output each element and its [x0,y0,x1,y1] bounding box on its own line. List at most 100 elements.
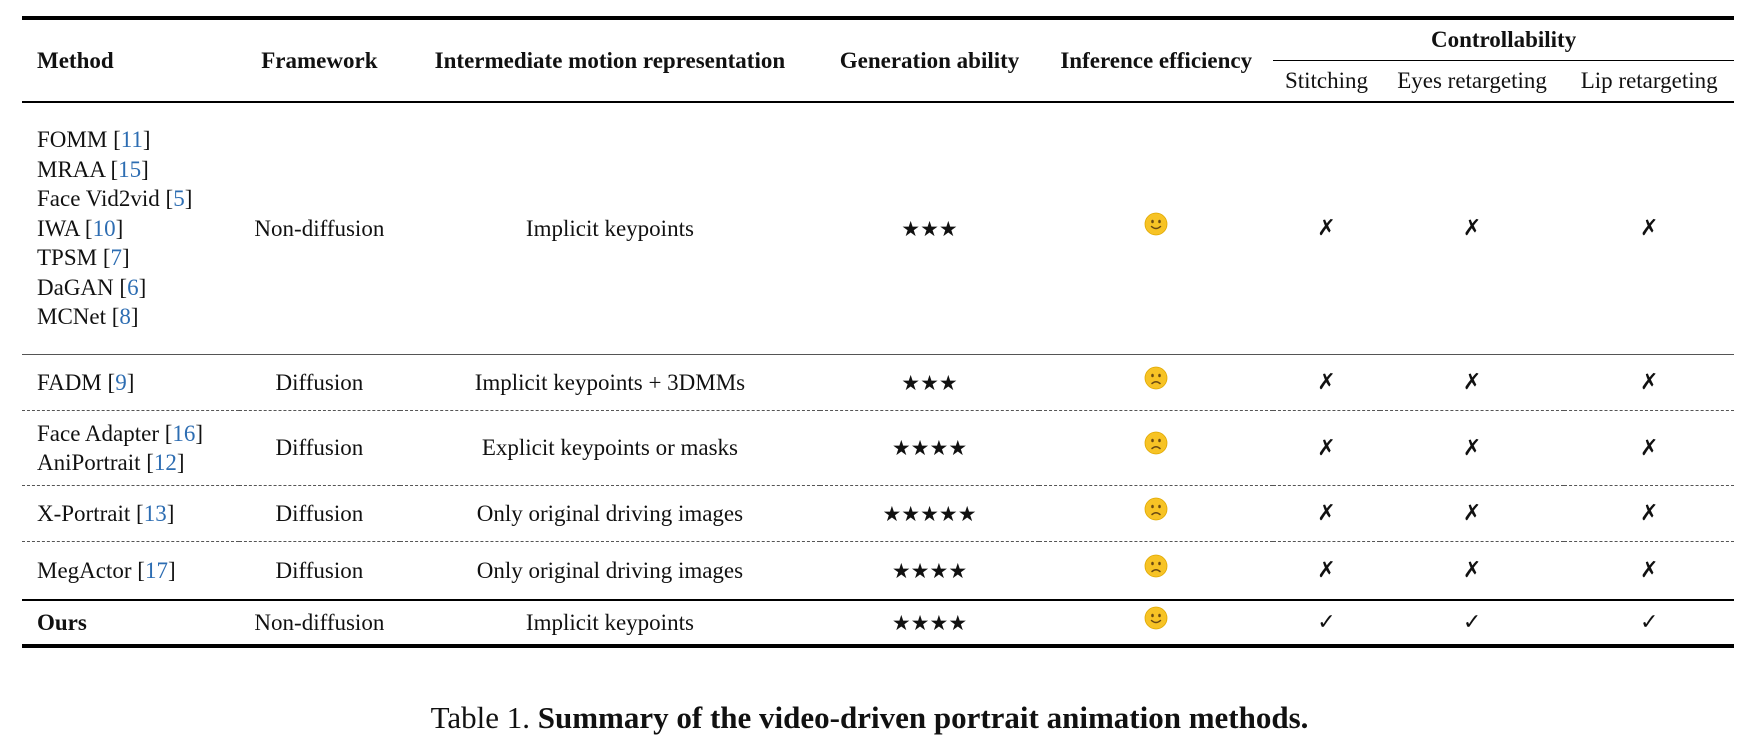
efficiency-cell [1039,102,1273,355]
motion-cell: Implicit keypoints [525,215,694,241]
efficiency-cell [1039,411,1273,486]
motion-cell: Implicit keypoints [525,609,694,635]
method-label: TPSM [37,245,98,271]
method-label: MRAA [37,156,105,182]
slightly-smiling-face-icon [1144,606,1168,630]
framework-cell: Diffusion [275,369,364,395]
method-label: DaGAN [37,274,114,300]
method-name: TPSM [7] [37,245,130,271]
summary-table: Method Framework Intermediate motion rep… [22,16,1734,648]
method-label: Face Vid2vid [37,186,160,212]
method-cell: Ours [22,600,239,646]
citation-link[interactable]: 10 [92,215,116,241]
method-label: Ours [37,609,87,635]
header-inference: Inference efficiency [1060,47,1253,73]
stitching-mark: ✗ [1317,435,1336,461]
lip-mark: ✗ [1639,501,1659,526]
method-name: AniPortrait [12] [37,450,185,475]
stitching-mark: ✗ [1317,216,1336,241]
method-cell: Face Adapter [16] AniPortrait [12] [22,411,239,486]
table-row: FADM [9] Diffusion Implicit keypoints + … [22,355,1734,411]
generation-stars: ★★★★ [891,436,968,460]
framework-cell: Non-diffusion [254,609,385,635]
method-label: FADM [37,369,102,395]
lip-mark: ✗ [1639,435,1659,461]
header-framework: Framework [261,47,378,73]
header-row: Method Framework Intermediate motion rep… [22,18,1734,73]
table-row: Ours Non-diffusion Implicit keypoints ★★… [22,600,1734,646]
method-name: Ours [37,608,235,638]
table-row: X-Portrait [13] Diffusion Only original … [22,486,1734,542]
method-name: IWA [10] [37,215,124,241]
eyes-mark: ✗ [1462,435,1482,461]
framework-cell: Diffusion [275,435,364,460]
method-name: MCNet [8] [37,304,139,330]
lip-mark: ✗ [1639,216,1659,241]
generation-stars: ★★★ [901,370,958,395]
slightly-frowning-face-icon [1144,366,1168,390]
method-label: IWA [37,215,80,241]
method-label: MegActor [37,557,132,583]
citation-link[interactable]: 15 [118,156,142,182]
table-row: MegActor [17] Diffusion Only original dr… [22,542,1734,601]
method-name: X-Portrait [13] [37,500,175,526]
efficiency-cell [1039,355,1273,411]
citation-link[interactable]: 16 [172,420,196,446]
header-generation: Generation ability [839,47,1020,73]
header-motion: Intermediate motion representation [434,47,786,73]
generation-stars: ★★★★ [891,558,968,583]
lip-mark: ✗ [1639,558,1659,583]
slightly-smiling-face-icon [1144,212,1168,236]
table-caption: Table 1. Summary of the video-driven por… [0,700,1739,736]
method-cell: MegActor [17] [22,542,239,601]
stitching-mark: ✗ [1317,558,1336,583]
method-label: AniPortrait [37,450,141,475]
method-cell: FOMM [11] MRAA [15] Face Vid2vid [5] IWA [1… [22,102,239,355]
header-lip: Lip retargeting [1580,68,1718,93]
method-label: FOMM [37,127,108,153]
method-cell: X-Portrait [13] [22,486,239,542]
citation-link[interactable]: 11 [120,127,143,153]
eyes-mark: ✗ [1462,558,1482,583]
method-name: DaGAN [6] [37,274,147,300]
method-name: Face Adapter [16] [37,420,204,446]
citation-link[interactable]: 9 [115,369,127,395]
motion-cell: Only original driving images [476,557,744,583]
citation-link[interactable]: 13 [143,500,167,526]
header-eyes: Eyes retargeting [1397,68,1547,93]
efficiency-cell [1039,600,1273,646]
slightly-frowning-face-icon [1144,431,1168,455]
citation-link[interactable]: 7 [110,245,123,271]
stitching-mark: ✗ [1317,501,1336,526]
stitching-mark: ✓ [1317,610,1336,635]
framework-cell: Non-diffusion [254,215,385,241]
efficiency-cell [1039,542,1273,601]
motion-cell: Only original driving images [476,500,744,526]
generation-stars: ★★★★★ [882,501,977,526]
generation-stars: ★★★ [901,216,958,241]
caption-text: Summary of the video-driven portrait ani… [537,700,1309,735]
citation-link[interactable]: 8 [119,304,131,330]
method-name: MegActor [17] [37,557,176,583]
table-row: Face Adapter [16] AniPortrait [12] Diffus… [22,411,1734,486]
method-name: FOMM [11] [37,127,151,153]
citation-link[interactable]: 5 [173,186,185,212]
stitching-mark: ✗ [1317,370,1336,395]
motion-cell: Implicit keypoints + 3DMMs [474,369,746,395]
citation-link[interactable]: 12 [153,450,177,475]
citation-link[interactable]: 17 [144,557,168,583]
method-label: Face Adapter [37,420,159,446]
eyes-mark: ✗ [1462,370,1482,395]
generation-stars: ★★★★ [891,610,968,635]
header-stitching: Stitching [1284,68,1368,93]
header-controllability: Controllability [1273,18,1734,61]
citation-link[interactable]: 6 [127,274,139,300]
framework-cell: Diffusion [275,500,364,526]
motion-cell: Explicit keypoints or masks [481,435,738,460]
eyes-mark: ✗ [1462,216,1482,241]
lip-mark: ✗ [1639,370,1659,395]
method-name: FADM [9] [37,369,135,395]
caption-label: Table 1. [430,700,530,735]
slightly-frowning-face-icon [1144,497,1168,521]
